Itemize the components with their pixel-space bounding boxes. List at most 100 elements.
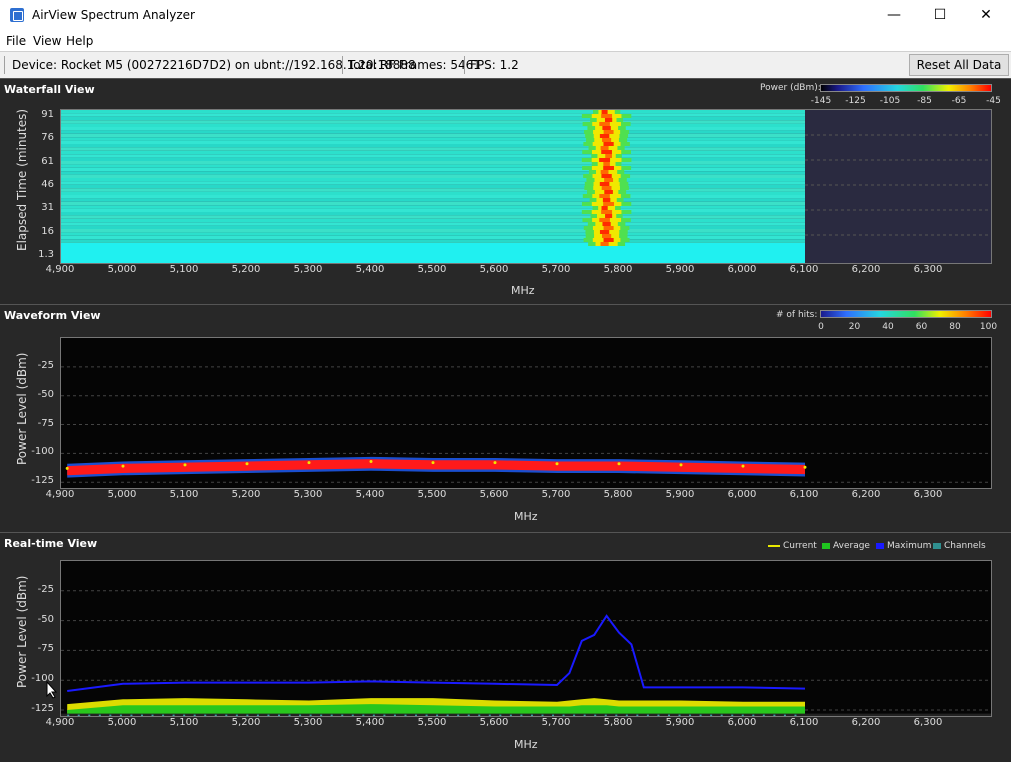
waterfall-row [61,144,805,148]
waterfall-row [61,150,805,155]
colorbar-tick-label: -45 [986,96,1001,106]
waveform-title: Waveform View [4,309,101,322]
waterfall-x-label: MHz [511,284,535,297]
waterfall-hot-cell [603,162,610,166]
waterfall-row [61,120,805,124]
waveform-point [121,464,125,468]
toolbar-divider [4,56,5,74]
x-tick-label: 5,600 [479,717,509,728]
waveform-chart [61,366,991,483]
device-info: Device: Rocket M5 (00272216D7D2) on ubnt… [12,58,416,72]
channel-marker [541,714,544,716]
waterfall-hot-cell [599,134,610,138]
maximize-button[interactable]: ☐ [933,7,947,23]
waterfall-plot[interactable] [60,109,992,264]
waterfall-baseline [61,243,805,263]
waterfall-hot-cell [604,118,613,122]
waterfall-row [61,110,805,114]
x-tick-label: 5,800 [603,264,633,275]
colorbar-tick-label: 20 [848,322,861,332]
x-tick-label: 5,100 [169,264,199,275]
channel-marker [372,714,375,716]
x-tick-label: 5,500 [417,717,447,728]
x-tick-label: 6,200 [851,264,881,275]
legend-average: Average [822,541,870,551]
channel-marker [720,714,723,716]
channel-marker [351,714,354,716]
menu-file[interactable]: File [6,34,27,48]
waterfall-hot-cell [601,186,612,190]
channel-marker [646,714,649,716]
minimize-button[interactable]: — [887,7,901,23]
waterfall-row [61,154,805,158]
x-tick-label: 5,400 [355,489,385,500]
y-tick-label: 16 [41,225,54,237]
realtime-plot[interactable] [60,560,992,717]
menu-view[interactable]: View [33,34,62,48]
waterfall-hot-cell [601,210,613,214]
waterfall-row [61,181,805,185]
x-tick-label: 4,900 [45,264,75,275]
waterfall-title: Waterfall View [4,83,95,96]
x-tick-label: 6,100 [789,717,819,728]
x-tick-label: 5,200 [231,489,261,500]
y-tick-label: 76 [41,132,54,144]
channel-marker [267,714,270,716]
channel-marker [109,714,112,716]
x-tick-label: 6,100 [789,489,819,500]
x-tick-label: 6,200 [851,717,881,728]
channel-marker [583,714,586,716]
x-tick-label: 6,200 [851,489,881,500]
channel-marker [741,714,744,716]
realtime-chart [61,590,991,716]
y-tick-label: -75 [37,643,54,655]
colorbar-tick-label: 0 [818,322,824,332]
y-tick-label: -100 [31,673,54,685]
channel-marker [467,714,470,716]
channel-marker [731,714,734,716]
waveform-plot[interactable] [60,337,992,489]
waterfall-row [61,232,805,236]
waterfall-row [61,174,805,178]
channel-marker [225,714,228,716]
x-tick-label: 6,100 [789,264,819,275]
channel-marker [762,714,765,716]
channel-marker [330,714,333,716]
channels-swatch [933,542,941,549]
window-title: AirView Spectrum Analyzer [32,8,195,22]
x-tick-label: 5,900 [665,717,695,728]
waterfall-hot-cell [603,202,615,206]
channel-marker [204,714,207,716]
waterfall-hot-cell [604,190,613,194]
channel-marker [88,714,91,716]
channel-marker [130,714,133,716]
channel-marker [383,714,386,716]
waterfall-hot-cell [604,178,614,182]
channel-marker [657,714,660,716]
waterfall-row [61,137,805,141]
waterfall-row [61,164,805,168]
channel-marker [478,714,481,716]
waterfall-hot-cell [605,154,612,158]
waterfall-row [61,191,805,195]
colorbar-tick-label: -125 [845,96,866,106]
x-tick-label: 5,900 [665,489,695,500]
channel-marker [636,714,639,716]
waterfall-heatmap [61,110,991,263]
reset-all-data-button[interactable]: Reset All Data [909,54,1009,76]
waveform-point [679,463,683,467]
menu-help[interactable]: Help [66,34,94,48]
x-tick-label: 5,600 [479,264,509,275]
channel-marker [162,714,165,716]
colorbar-tick-label: -105 [879,96,901,106]
waterfall-hot-cell [599,230,610,234]
close-button[interactable]: ✕ [980,7,992,23]
channel-marker [710,714,713,716]
waterfall-row [61,239,805,243]
y-tick-label: -125 [31,475,54,487]
channel-marker [309,714,312,716]
channel-marker [699,714,702,716]
channel-marker [415,714,418,716]
waterfall-hot-cell [601,114,613,118]
waveform-point [493,461,497,465]
